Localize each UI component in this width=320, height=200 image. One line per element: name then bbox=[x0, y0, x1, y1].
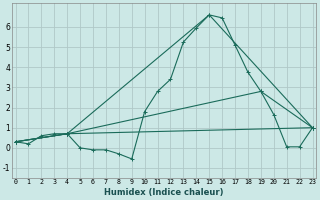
X-axis label: Humidex (Indice chaleur): Humidex (Indice chaleur) bbox=[104, 188, 224, 197]
